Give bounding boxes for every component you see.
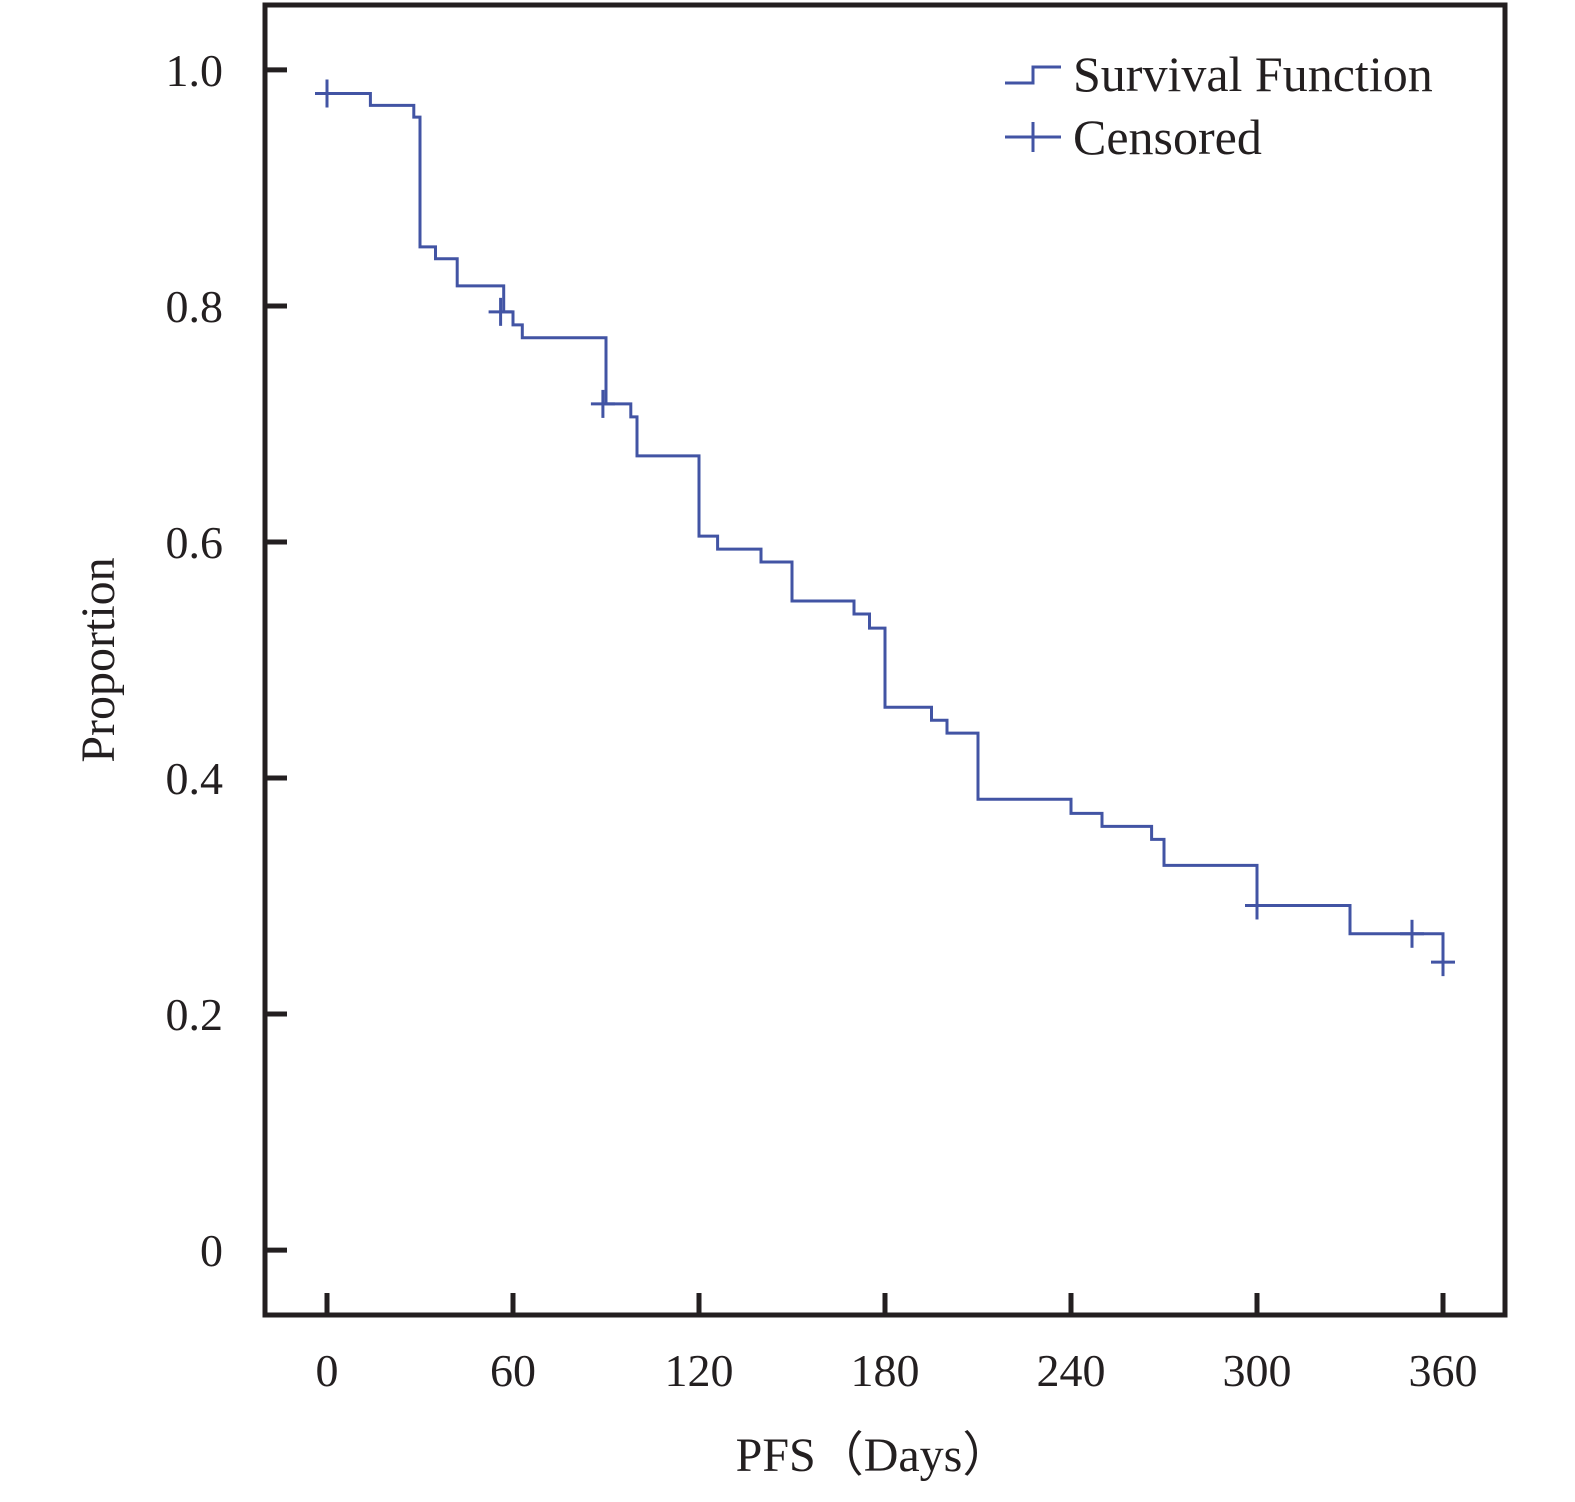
x-tick-label-3: 180 bbox=[851, 1345, 920, 1396]
x-tick-label-2: 120 bbox=[665, 1345, 734, 1396]
survival-step-line bbox=[327, 92, 1445, 963]
plot-series bbox=[315, 79, 1455, 977]
legend-label-censored: Censored bbox=[1073, 109, 1262, 165]
censored-mark-5 bbox=[1431, 948, 1455, 977]
y-tick-label-4: 0.8 bbox=[166, 281, 224, 332]
censored-mark-2 bbox=[590, 389, 615, 418]
y-tick-label-1: 0.2 bbox=[166, 989, 224, 1040]
legend-label-survival: Survival Function bbox=[1073, 46, 1433, 102]
y-tick-label-3: 0.6 bbox=[166, 517, 224, 568]
x-tick-label-6: 360 bbox=[1409, 1345, 1478, 1396]
legend-step-symbol bbox=[1005, 65, 1061, 85]
censored-mark-0 bbox=[315, 79, 339, 108]
x-tick-label-1: 60 bbox=[490, 1345, 536, 1396]
y-axis-ticks: 0 0.2 0.4 0.6 0.8 1.0 bbox=[166, 45, 287, 1276]
y-axis-title: Proportion bbox=[72, 557, 125, 762]
censored-mark-3 bbox=[1245, 891, 1269, 920]
y-tick-label-5: 1.0 bbox=[166, 45, 224, 96]
y-tick-label-0: 0 bbox=[200, 1225, 223, 1276]
y-tick-label-2: 0.4 bbox=[166, 753, 224, 804]
legend: Survival Function Censored bbox=[1005, 46, 1433, 165]
x-axis-title: PFS（Days） bbox=[736, 1429, 1011, 1482]
censored-mark-4 bbox=[1400, 919, 1424, 948]
x-axis-ticks: 0 60 120 180 240 300 360 bbox=[316, 1293, 1478, 1396]
censored-mark-1 bbox=[488, 297, 513, 326]
x-tick-label-4: 240 bbox=[1037, 1345, 1106, 1396]
x-tick-label-5: 300 bbox=[1223, 1345, 1292, 1396]
x-tick-label-0: 0 bbox=[316, 1345, 339, 1396]
